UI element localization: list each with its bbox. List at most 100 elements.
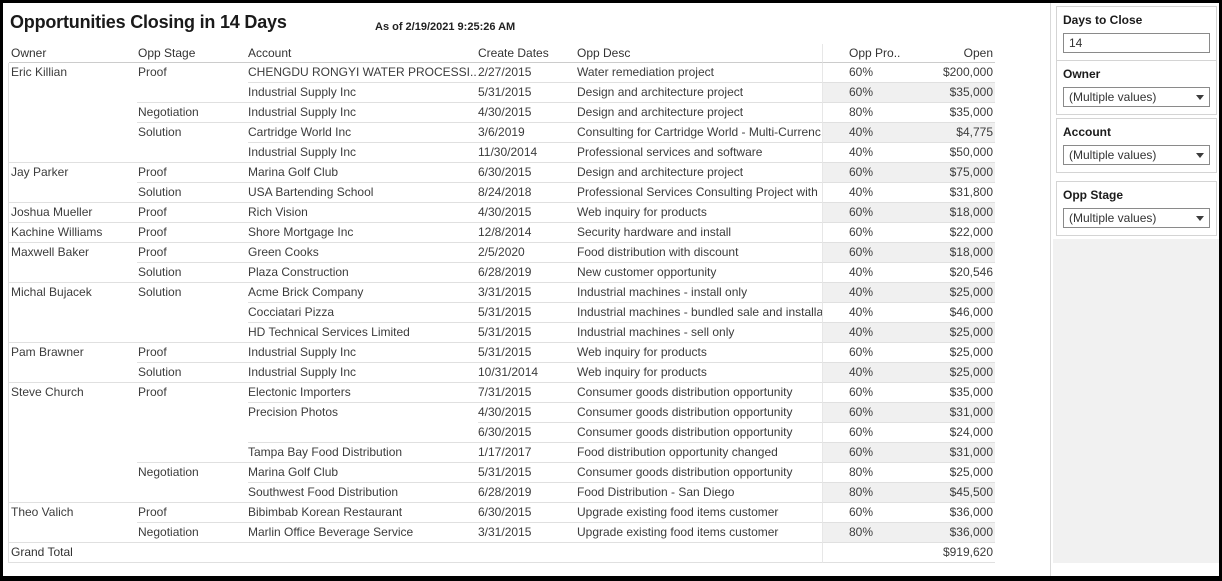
cell-open[interactable]: $31,000 [905, 403, 995, 423]
cell-open[interactable]: $35,000 [905, 103, 995, 123]
cell-prob[interactable]: 60% [822, 503, 905, 523]
cell-owner[interactable] [9, 123, 137, 143]
cell-owner[interactable] [9, 143, 137, 163]
cell-stage[interactable] [137, 443, 248, 463]
cell-desc[interactable]: Security hardware and install [577, 223, 822, 243]
cell-date[interactable]: 10/31/2014 [478, 363, 577, 383]
cell-stage[interactable]: Proof [138, 385, 167, 399]
cell-account[interactable]: Acme Brick Company [248, 283, 478, 303]
cell-date[interactable]: 4/30/2015 [478, 403, 577, 423]
cell-desc[interactable]: Food Distribution - San Diego [577, 483, 822, 503]
cell-date[interactable]: 3/6/2019 [478, 123, 577, 143]
cell-open[interactable]: $50,000 [905, 143, 995, 163]
cell-date[interactable]: 1/17/2017 [478, 443, 577, 463]
cell-date[interactable]: 6/30/2015 [478, 503, 577, 523]
cell-open[interactable]: $25,000 [905, 283, 995, 303]
cell-stage[interactable]: Solution [137, 263, 248, 283]
cell-account[interactable]: Plaza Construction [248, 263, 478, 283]
cell-desc[interactable]: Upgrade existing food items customer [577, 503, 822, 523]
cell-stage[interactable]: Negotiation [137, 523, 248, 543]
cell-owner[interactable] [9, 323, 137, 343]
cell-prob[interactable]: 40% [822, 303, 905, 323]
cell-stage[interactable] [137, 423, 248, 443]
cell-date[interactable]: 7/31/2015 [478, 383, 577, 403]
cell-desc[interactable]: New customer opportunity [577, 263, 822, 283]
cell-owner[interactable]: Pam Brawner [11, 345, 84, 359]
days-to-close-input[interactable] [1063, 33, 1210, 53]
cell-open[interactable]: $200,000 [905, 63, 995, 83]
cell-open[interactable]: $75,000 [905, 163, 995, 183]
cell-stage[interactable] [137, 483, 248, 503]
cell-stage[interactable]: Solution [138, 285, 182, 299]
cell-open[interactable]: $25,000 [905, 323, 995, 343]
cell-owner[interactable] [9, 483, 137, 503]
cell-desc[interactable]: Consumer goods distribution opportunity [577, 423, 822, 443]
cell-account[interactable]: Industrial Supply Inc [248, 343, 478, 363]
cell-owner[interactable] [9, 303, 137, 323]
cell-stage[interactable]: Solution [138, 125, 182, 139]
cell-desc[interactable]: Consumer goods distribution opportunity [577, 463, 822, 483]
cell-desc[interactable]: Professional services and software [577, 143, 822, 163]
cell-owner[interactable] [9, 403, 137, 423]
cell-prob[interactable]: 40% [822, 363, 905, 383]
cell-date[interactable]: 3/31/2015 [478, 523, 577, 543]
cell-owner[interactable] [9, 363, 137, 383]
cell-owner[interactable] [9, 103, 137, 123]
cell-stage[interactable] [137, 323, 248, 343]
cell-open[interactable]: $18,000 [905, 203, 995, 223]
cell-prob[interactable]: 40% [822, 263, 905, 283]
cell-desc[interactable]: Consumer goods distribution opportunity [577, 403, 822, 423]
cell-date[interactable]: 4/30/2015 [478, 203, 577, 223]
cell-date[interactable]: 5/31/2015 [478, 463, 577, 483]
column-header-open[interactable]: Open [905, 44, 995, 63]
cell-owner[interactable]: Maxwell Baker [11, 245, 90, 259]
cell-stage[interactable]: Proof [137, 243, 248, 263]
cell-prob[interactable]: 80% [822, 523, 905, 543]
cell-account[interactable]: HD Technical Services Limited [248, 323, 478, 343]
cell-account[interactable]: Southwest Food Distribution [248, 483, 478, 503]
cell-stage[interactable]: Proof [138, 65, 167, 79]
cell-stage[interactable]: Proof [137, 223, 248, 243]
cell-desc[interactable]: Industrial machines - install only [577, 283, 822, 303]
cell-owner[interactable] [9, 463, 137, 483]
cell-account[interactable] [248, 423, 478, 443]
cell-date[interactable]: 2/5/2020 [478, 243, 577, 263]
cell-stage[interactable]: Negotiation [137, 103, 248, 123]
cell-account[interactable]: USA Bartending School [248, 183, 478, 203]
column-header-create-dates[interactable]: Create Dates [478, 44, 577, 63]
cell-desc[interactable]: Design and architecture project [577, 163, 822, 183]
cell-date[interactable]: 5/31/2015 [478, 323, 577, 343]
cell-stage[interactable]: Proof [137, 343, 248, 363]
cell-owner[interactable]: Steve Church [11, 385, 84, 399]
cell-date[interactable]: 5/31/2015 [478, 343, 577, 363]
cell-account[interactable]: Marina Golf Club [248, 463, 478, 483]
cell-prob[interactable]: 40% [822, 323, 905, 343]
column-header-opp-stage[interactable]: Opp Stage [137, 44, 248, 63]
cell-prob[interactable]: 40% [822, 123, 905, 143]
cell-open[interactable]: $25,000 [905, 343, 995, 363]
cell-desc[interactable]: Design and architecture project [577, 103, 822, 123]
cell-account[interactable]: Marlin Office Beverage Service [248, 523, 478, 543]
cell-prob[interactable]: 60% [822, 203, 905, 223]
cell-account[interactable]: Marina Golf Club [248, 163, 478, 183]
cell-owner[interactable] [9, 423, 137, 443]
cell-desc[interactable]: Consumer goods distribution opportunity [577, 383, 822, 403]
cell-prob[interactable]: 60% [822, 443, 905, 463]
cell-account[interactable]: Industrial Supply Inc [248, 363, 478, 383]
cell-desc[interactable]: Web inquiry for products [577, 203, 822, 223]
cell-stage[interactable]: Proof [137, 163, 248, 183]
cell-owner[interactable]: Eric Killian [11, 65, 68, 79]
account-dropdown[interactable]: (Multiple values) [1063, 145, 1210, 165]
cell-owner[interactable] [9, 443, 137, 463]
cell-desc[interactable]: Food distribution with discount [577, 243, 822, 263]
cell-date[interactable]: 6/28/2019 [478, 263, 577, 283]
cell-open[interactable]: $4,775 [905, 123, 995, 143]
cell-owner[interactable]: Theo Valich [11, 505, 74, 519]
cell-stage[interactable] [137, 303, 248, 323]
cell-account[interactable]: Bibimbab Korean Restaurant [248, 503, 478, 523]
cell-account[interactable]: Shore Mortgage Inc [248, 223, 478, 243]
column-header-opp-desc[interactable]: Opp Desc [577, 44, 822, 63]
cell-date[interactable]: 2/27/2015 [478, 63, 577, 83]
column-header-owner[interactable]: Owner [9, 44, 137, 63]
cell-owner[interactable]: Michal Bujacek [11, 285, 92, 299]
